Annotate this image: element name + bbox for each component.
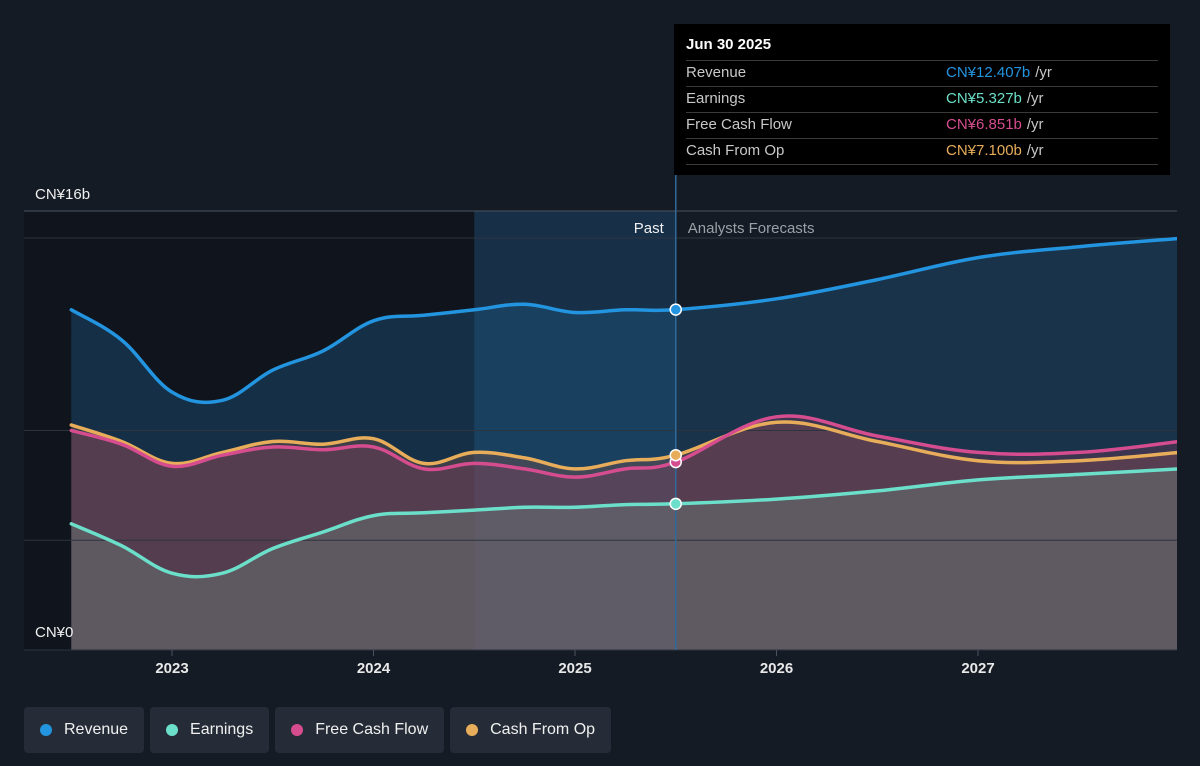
tooltip-row-name: Earnings bbox=[686, 90, 746, 107]
x-tick-label: 2025 bbox=[558, 660, 591, 677]
tooltip-row-name: Free Cash Flow bbox=[686, 116, 792, 133]
x-tick-label: 2026 bbox=[760, 660, 793, 677]
marker-earnings bbox=[669, 497, 682, 511]
legend: Revenue Earnings Free Cash Flow Cash From O… bbox=[24, 707, 612, 753]
tooltip-row: Revenue CN¥12.407b/yr bbox=[686, 60, 1158, 86]
series-line-earnings bbox=[69, 467, 1177, 579]
legend-item-revenue[interactable]: Revenue bbox=[24, 707, 145, 753]
legend-label: Cash From Op bbox=[490, 721, 596, 738]
tooltip-row-unit: /yr bbox=[1035, 64, 1052, 81]
tooltip-row-unit: /yr bbox=[1026, 116, 1044, 133]
legend-dot-icon bbox=[291, 724, 304, 736]
legend-label: Revenue bbox=[64, 721, 129, 738]
legend-item-cash-from-op[interactable]: Cash From Op bbox=[450, 707, 612, 753]
chart-canvas: CN¥16b CN¥0 Past Analysts Forecasts 2023 2024… bbox=[24, 175, 1177, 677]
tooltip-row-name: Revenue bbox=[686, 64, 747, 81]
x-tick-label: 2027 bbox=[961, 660, 994, 677]
tooltip-row: Cash From Op CN¥7.100b/yr bbox=[686, 138, 1158, 165]
area-fcf bbox=[71, 416, 1177, 650]
x-tick-label: 2023 bbox=[155, 660, 188, 677]
legend-label: Free Cash Flow bbox=[315, 721, 429, 738]
x-tick-label: 2024 bbox=[357, 660, 391, 677]
series-line-cfo bbox=[69, 420, 1177, 471]
tooltip-row-value: CN¥5.327b bbox=[946, 90, 1022, 107]
marker-cfo bbox=[669, 448, 682, 462]
y-axis-top-label: CN¥16b bbox=[35, 186, 90, 203]
tooltip-row-unit: /yr bbox=[1026, 90, 1044, 107]
past-label: Past bbox=[634, 220, 665, 237]
marker-revenue bbox=[669, 303, 682, 316]
area-cfo bbox=[71, 422, 1177, 650]
tooltip-row-unit: /yr bbox=[1026, 142, 1044, 159]
tooltip-row: Earnings CN¥5.327b/yr bbox=[686, 86, 1158, 112]
tooltip-row-value: CN¥7.100b bbox=[946, 142, 1022, 159]
tooltip-row: Free Cash Flow CN¥6.851b/yr bbox=[686, 112, 1158, 138]
legend-label: Earnings bbox=[190, 721, 254, 738]
legend-item-free-cash-flow[interactable]: Free Cash Flow bbox=[275, 707, 445, 753]
area-revenue bbox=[71, 238, 1177, 650]
legend-dot-icon bbox=[40, 724, 52, 736]
tooltip-row-value: CN¥6.851b bbox=[946, 116, 1022, 133]
legend-dot-icon bbox=[166, 724, 179, 736]
tooltip-panel: Jun 30 2025 Revenue CN¥12.407b/yr Earnings… bbox=[674, 24, 1170, 175]
series-line-fcf bbox=[69, 414, 1177, 479]
tooltip-row-value: CN¥12.407b bbox=[946, 64, 1031, 81]
legend-item-earnings[interactable]: Earnings bbox=[150, 707, 270, 753]
tooltip-row-name: Cash From Op bbox=[686, 142, 785, 159]
legend-dot-icon bbox=[466, 724, 479, 736]
tooltip-date: Jun 30 2025 bbox=[686, 36, 772, 53]
series-line-revenue bbox=[69, 236, 1177, 405]
forecast-label: Analysts Forecasts bbox=[688, 220, 815, 237]
y-axis-bottom-label: CN¥0 bbox=[35, 624, 73, 641]
area-earnings bbox=[71, 469, 1177, 650]
